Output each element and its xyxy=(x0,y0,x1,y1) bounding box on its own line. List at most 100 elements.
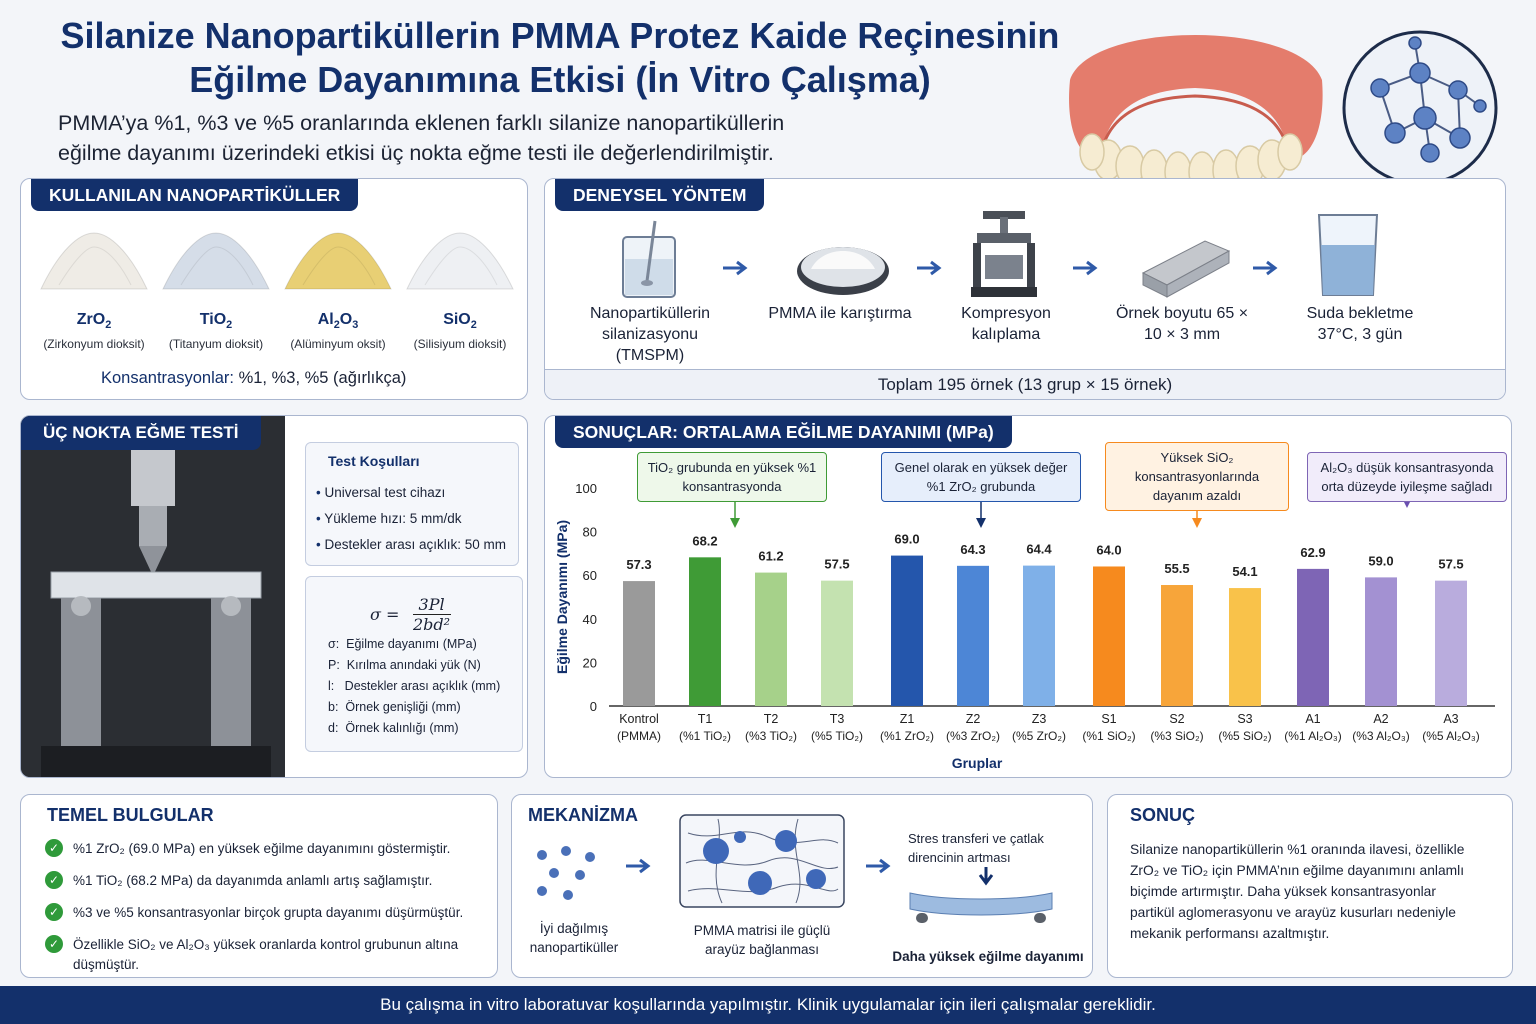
results-panel: SONUÇLAR: ORTALAMA EĞİLME DAYANIMI (MPa)… xyxy=(544,415,1512,778)
bend-test-panel: Test Koşulları • Universal test cihazı • … xyxy=(20,415,528,778)
petri-dish-powder-icon xyxy=(797,247,889,295)
step-arrow-icon xyxy=(721,259,751,277)
bar xyxy=(1161,585,1193,706)
formula-part: O xyxy=(339,311,353,328)
chart-annotation: TiO₂ grubunda en yüksek %1 konsantrasyon… xyxy=(637,452,827,502)
x-tick-label: T3 xyxy=(830,712,845,726)
bar xyxy=(1297,568,1329,706)
condition-text: Destekler arası açıklık: 50 mm xyxy=(324,537,507,552)
x-tick-sublabel: (%5 SiO₂) xyxy=(1218,729,1271,743)
x-tick-sublabel: (%5 Al₂O₃) xyxy=(1422,729,1480,743)
y-tick-label: 60 xyxy=(583,568,597,583)
data-label: 57.5 xyxy=(824,557,849,572)
formula-numerator: 3Pl xyxy=(412,595,451,615)
data-label: 64.0 xyxy=(1096,542,1121,557)
bar xyxy=(1093,566,1125,706)
powder-pile-icon xyxy=(405,229,515,291)
y-tick-label: 20 xyxy=(583,655,597,670)
x-tick-label: Z2 xyxy=(966,712,981,726)
bar xyxy=(755,572,787,706)
mechanism-panel: MEKANİZMA İyi dağılmış nanopartiküller P… xyxy=(511,794,1093,978)
finding-text: Özellikle SiO₂ ve Al₂O₃ yüksek oranlarda… xyxy=(73,937,459,972)
formula-part: SiO xyxy=(443,311,471,328)
formula-part: Al xyxy=(317,311,334,328)
formula-variable: l: Destekler arası açıklık (mm) xyxy=(328,679,501,693)
footer-disclaimer: Bu çalışma in vitro laboratuvar koşullar… xyxy=(0,986,1536,1024)
y-axis-label: Eğilme Dayanımı (MPa) xyxy=(554,520,570,674)
step-arrow-icon xyxy=(1251,259,1281,277)
chart-annotation: Genel olarak en yüksek değer %1 ZrO₂ gru… xyxy=(881,452,1081,502)
mechanism-label-result: Daha yüksek eğilme dayanımı xyxy=(892,949,1084,964)
bar xyxy=(623,581,655,706)
conclusion-text: Silanize nanopartiküllerin %1 oranında i… xyxy=(1130,842,1465,941)
mechanism-label-stress: Stres transferi ve çatlak direncinin art… xyxy=(908,831,1044,865)
x-tick-label: Kontrol xyxy=(619,712,659,726)
mechanism-label-interface: PMMA matrisi ile güçlü arayüz bağlanması xyxy=(693,923,831,957)
title-line-2: Eğilme Dayanımına Etkisi (İn Vitro Çalış… xyxy=(189,59,931,100)
method-footer: Toplam 195 örnek (13 grup × 15 örnek) xyxy=(545,369,1505,399)
finding-item: ✓ Özellikle SiO₂ ve Al₂O₃ yüksek oranlard… xyxy=(45,935,475,975)
x-tick-sublabel: (%1 ZrO₂) xyxy=(880,729,934,743)
condition-item: • Universal test cihazı xyxy=(316,485,516,500)
bullet-icon: • xyxy=(316,511,325,526)
step-arrow-icon xyxy=(1071,259,1101,277)
conclusion-title: SONUÇ xyxy=(1130,805,1196,825)
nanoparticle-network-icon xyxy=(1342,30,1498,186)
formula-subscript: 2 xyxy=(333,318,340,331)
check-icon: ✓ xyxy=(45,903,63,921)
check-icon: ✓ xyxy=(45,935,63,953)
test-conditions-box: Test Koşulları • Universal test cihazı • … xyxy=(305,442,519,566)
x-tick-label: S3 xyxy=(1237,712,1252,726)
nanoparticle-description: (Alüminyum oksit) xyxy=(290,336,386,351)
chart-annotation: Yüksek SiO₂ konsantrasyonlarında dayanım… xyxy=(1105,442,1289,511)
x-tick-sublabel: (%3 ZrO₂) xyxy=(946,729,1000,743)
method-step: Nanopartiküllerin silanizasyonu (TMSPM) xyxy=(589,305,711,364)
y-tick-label: 80 xyxy=(583,525,597,540)
formula-subscript: 2 xyxy=(470,318,477,331)
page-subtitle: PMMA’ya %1, %3 ve %5 oranlarında eklenen… xyxy=(58,108,858,168)
condition-item: • Destekler arası açıklık: 50 mm xyxy=(316,537,516,552)
check-icon: ✓ xyxy=(45,871,63,889)
nanoparticle-formula: TiO2 xyxy=(161,311,271,331)
findings-title: TEMEL BULGULAR xyxy=(47,805,214,825)
x-tick-sublabel: (%1 TiO₂) xyxy=(679,729,731,743)
y-tick-label: 0 xyxy=(590,699,597,714)
data-label: 57.5 xyxy=(1438,557,1463,572)
method-panel: DENEYSEL YÖNTEM Nanopartiküllerin silani… xyxy=(544,178,1506,400)
formula-subscript: 3 xyxy=(352,318,359,331)
x-tick-sublabel: (%5 ZrO₂) xyxy=(1012,729,1066,743)
annotation-arrowhead xyxy=(730,518,740,528)
mechanism-arrow-1 xyxy=(626,858,651,874)
x-tick-label: Z3 xyxy=(1032,712,1047,726)
nanoparticle-formula: SiO2 xyxy=(405,311,515,331)
dispersed-particles-icon xyxy=(537,846,595,900)
bullet-icon: • xyxy=(316,537,325,552)
bullet-icon: • xyxy=(316,485,325,500)
check-icon: ✓ xyxy=(45,839,63,857)
bar xyxy=(1229,588,1261,706)
nanoparticle-item: Al2O3 (Alüminyum oksit) xyxy=(283,311,393,351)
data-label: 54.1 xyxy=(1232,564,1257,579)
finding-text: %1 TiO₂ (68.2 MPa) da dayanımda anlamlı … xyxy=(73,873,433,888)
denture-illustration xyxy=(1069,35,1323,180)
y-tick-label: 100 xyxy=(575,481,597,496)
step-arrow-icon xyxy=(915,259,945,277)
nanoparticle-formula: ZrO2 xyxy=(39,311,149,331)
x-tick-label: A1 xyxy=(1305,712,1320,726)
formula-denominator: 2bd² xyxy=(413,615,451,634)
x-tick-sublabel: (%3 SiO₂) xyxy=(1150,729,1203,743)
bar-chart: 0 20 40 60 80 100 Eğilme Dayanımı (MPa) 57.3 Kon… xyxy=(554,476,1495,771)
bar xyxy=(1365,577,1397,706)
nanoparticle-description: (Silisiyum dioksit) xyxy=(413,336,507,351)
x-tick-label: A2 xyxy=(1373,712,1388,726)
finding-text: %1 ZrO₂ (69.0 MPa) en yüksek eğilme daya… xyxy=(73,841,451,856)
x-tick-label: T2 xyxy=(764,712,779,726)
bar xyxy=(1023,565,1055,706)
chart-annotation: Al₂O₃ düşük konsantrasyonda orta düzeyde… xyxy=(1307,452,1507,502)
formula-part: TiO xyxy=(199,311,227,328)
data-label: 64.3 xyxy=(960,542,985,557)
formula-box: σ = 3Pl 2bd² σ: Eğilme dayanımı (MPa) P: … xyxy=(305,576,523,752)
test-conditions-title: Test Koşulları xyxy=(328,453,420,469)
formula-part: ZrO xyxy=(76,311,106,328)
formula-subscript: 2 xyxy=(226,318,233,331)
